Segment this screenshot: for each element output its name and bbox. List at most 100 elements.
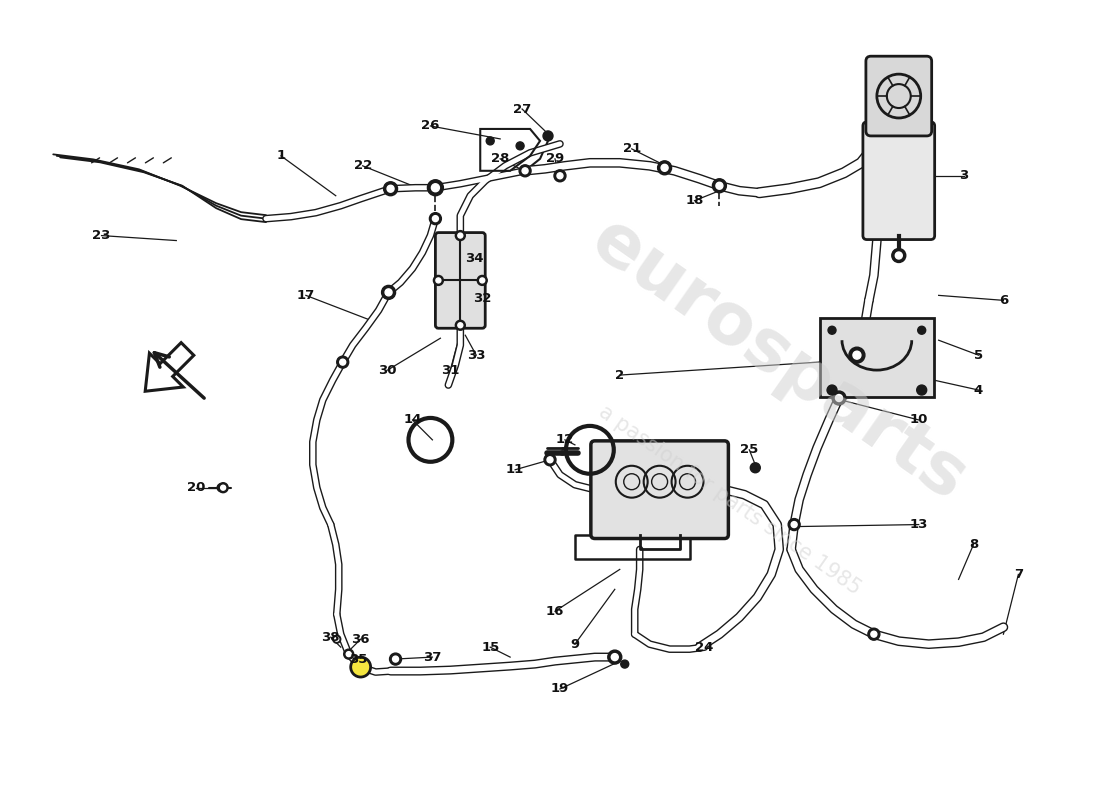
Text: 7: 7 [1014, 568, 1023, 581]
Circle shape [557, 173, 563, 178]
Circle shape [393, 656, 398, 662]
Circle shape [608, 650, 622, 664]
Circle shape [522, 168, 528, 174]
Text: 1: 1 [276, 150, 286, 162]
Circle shape [895, 252, 902, 259]
Text: 15: 15 [481, 641, 499, 654]
Circle shape [828, 326, 836, 334]
Text: 17: 17 [297, 289, 315, 302]
Circle shape [892, 249, 905, 262]
Circle shape [382, 286, 396, 299]
Text: 13: 13 [910, 518, 928, 531]
Text: 16: 16 [546, 605, 564, 618]
Circle shape [333, 635, 341, 643]
Circle shape [436, 278, 441, 283]
Text: 8: 8 [969, 538, 978, 551]
Circle shape [343, 649, 354, 659]
Text: 14: 14 [404, 414, 421, 426]
Circle shape [334, 637, 339, 641]
Text: 20: 20 [187, 481, 206, 494]
Circle shape [217, 484, 226, 492]
Circle shape [428, 180, 443, 196]
Circle shape [433, 275, 443, 286]
Circle shape [387, 186, 394, 192]
FancyBboxPatch shape [436, 233, 485, 328]
Circle shape [544, 454, 556, 466]
Circle shape [547, 457, 553, 462]
Circle shape [431, 184, 439, 192]
Text: 34: 34 [465, 252, 484, 265]
Text: 2: 2 [615, 369, 625, 382]
Circle shape [458, 233, 463, 238]
Text: 37: 37 [424, 650, 441, 664]
Circle shape [432, 216, 439, 222]
Text: 32: 32 [473, 292, 492, 305]
Circle shape [458, 322, 463, 328]
Circle shape [849, 347, 865, 363]
Text: 36: 36 [351, 633, 370, 646]
Text: 38: 38 [321, 630, 340, 644]
Circle shape [868, 628, 880, 640]
Text: 23: 23 [92, 229, 111, 242]
FancyBboxPatch shape [866, 56, 932, 136]
Circle shape [789, 518, 800, 530]
Text: 25: 25 [740, 443, 758, 456]
Circle shape [832, 391, 846, 405]
Text: 3: 3 [959, 170, 968, 182]
Text: 21: 21 [623, 142, 641, 155]
Circle shape [480, 278, 485, 283]
Text: 9: 9 [571, 638, 580, 650]
Circle shape [346, 652, 351, 657]
Text: 33: 33 [468, 349, 485, 362]
Circle shape [429, 213, 441, 225]
Circle shape [750, 462, 760, 473]
Circle shape [836, 394, 843, 402]
Text: 24: 24 [695, 641, 714, 654]
Text: 28: 28 [491, 152, 509, 166]
Circle shape [716, 182, 723, 190]
Text: 19: 19 [551, 682, 569, 695]
Text: 27: 27 [513, 102, 531, 115]
Text: 22: 22 [353, 159, 372, 172]
Circle shape [658, 161, 672, 174]
Text: 31: 31 [441, 364, 460, 377]
Text: 35: 35 [350, 653, 367, 666]
Circle shape [486, 137, 494, 145]
Circle shape [221, 486, 226, 490]
Text: 29: 29 [546, 152, 564, 166]
Text: a passion for parts since 1985: a passion for parts since 1985 [595, 401, 865, 598]
Circle shape [218, 482, 228, 493]
FancyBboxPatch shape [862, 122, 935, 239]
Text: 10: 10 [910, 414, 928, 426]
Circle shape [661, 164, 668, 171]
Circle shape [340, 359, 345, 365]
Circle shape [519, 165, 531, 177]
Text: 5: 5 [974, 349, 983, 362]
Circle shape [791, 522, 798, 527]
Text: 26: 26 [421, 119, 440, 133]
Circle shape [389, 653, 402, 665]
Text: 18: 18 [685, 194, 704, 207]
Text: 30: 30 [378, 364, 397, 377]
Circle shape [385, 289, 392, 296]
Text: 6: 6 [999, 294, 1008, 307]
Circle shape [852, 351, 861, 359]
FancyBboxPatch shape [867, 174, 931, 238]
Circle shape [351, 657, 371, 677]
Circle shape [713, 178, 726, 193]
FancyBboxPatch shape [591, 441, 728, 538]
Circle shape [477, 275, 487, 286]
Circle shape [612, 654, 618, 661]
Text: 4: 4 [974, 383, 983, 397]
Circle shape [871, 631, 877, 637]
Circle shape [455, 320, 465, 330]
FancyBboxPatch shape [821, 318, 934, 397]
Circle shape [917, 326, 926, 334]
Circle shape [620, 660, 629, 668]
Text: eurosparts: eurosparts [579, 205, 980, 515]
Text: 12: 12 [556, 434, 574, 446]
Circle shape [543, 131, 553, 141]
Circle shape [337, 356, 349, 368]
Circle shape [916, 385, 926, 395]
Circle shape [384, 182, 397, 196]
